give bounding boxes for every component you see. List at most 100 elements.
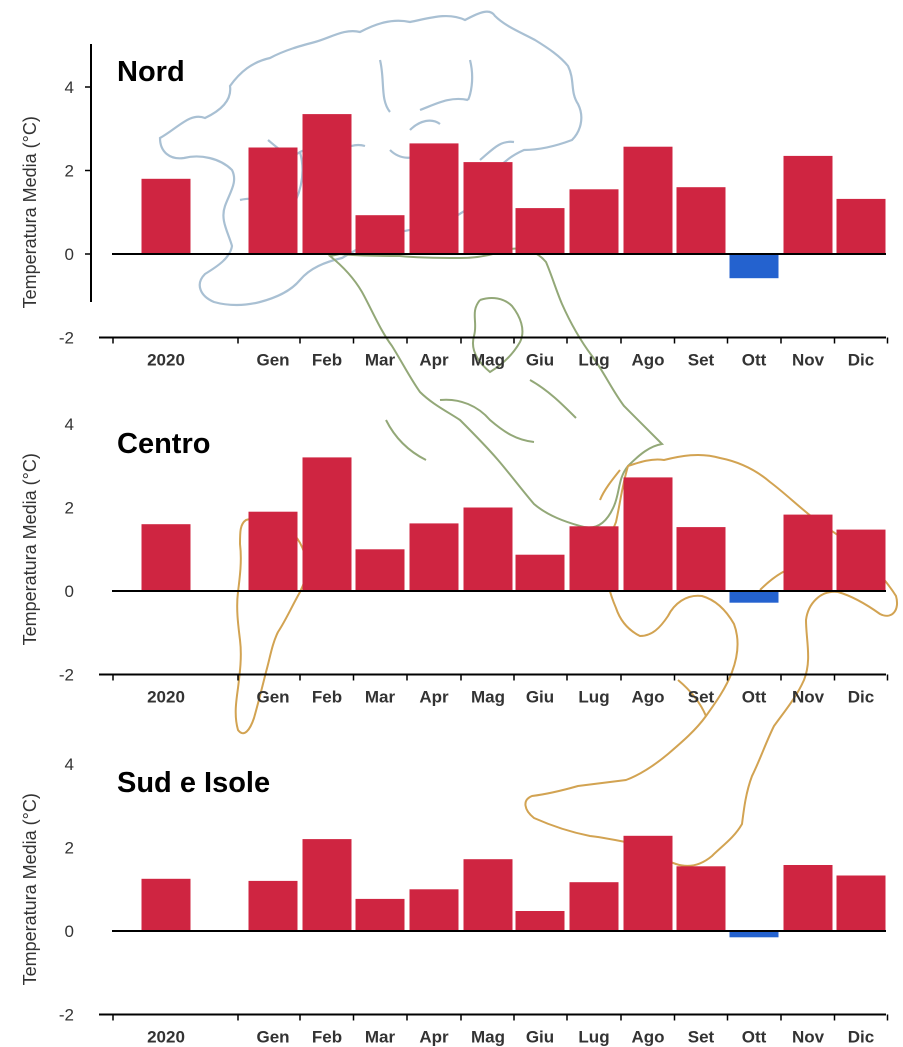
x-tick-label-apr: Apr bbox=[419, 1028, 449, 1047]
y-tick-label: -2 bbox=[59, 666, 74, 685]
y-tick-label: 0 bbox=[65, 245, 74, 264]
x-tick-label-lug: Lug bbox=[578, 1028, 609, 1047]
x-tick-label-mar: Mar bbox=[365, 688, 396, 707]
bar-mar bbox=[355, 215, 405, 254]
y-axis-label: Temperatura Media (°C) bbox=[20, 453, 40, 645]
bar-dic bbox=[836, 198, 886, 254]
map-nord-outline bbox=[158, 10, 583, 307]
chart-title: Centro bbox=[117, 428, 210, 460]
bar-gen bbox=[248, 147, 298, 254]
bar-nov bbox=[783, 865, 833, 931]
bar-nov bbox=[783, 155, 833, 254]
y-tick-label: 2 bbox=[65, 499, 74, 518]
bar-ott bbox=[729, 591, 779, 603]
y-tick-label: 2 bbox=[65, 162, 74, 181]
bar-ago bbox=[623, 146, 673, 254]
x-tick-label-giu: Giu bbox=[526, 1028, 554, 1047]
bar-2020 bbox=[141, 524, 191, 591]
x-tick-label-feb: Feb bbox=[312, 1028, 342, 1047]
y-axis-label: Temperatura Media (°C) bbox=[20, 793, 40, 985]
map-centro-outline bbox=[327, 247, 665, 529]
y-tick-label: 0 bbox=[65, 922, 74, 941]
italy-map-background bbox=[158, 10, 898, 867]
bar-2020 bbox=[141, 878, 191, 931]
x-tick-label-set: Set bbox=[688, 688, 715, 707]
bar-set bbox=[676, 527, 726, 591]
bar-2020 bbox=[141, 178, 191, 254]
bar-dic bbox=[836, 529, 886, 591]
x-tick-label-mag: Mag bbox=[471, 351, 505, 370]
x-tick-label-apr: Apr bbox=[419, 688, 449, 707]
x-tick-label-mag: Mag bbox=[471, 1028, 505, 1047]
x-tick-label-dic: Dic bbox=[848, 688, 874, 707]
bar-feb bbox=[302, 457, 352, 591]
chart-panel: 2020 Gen Feb Mar Apr Mag Giu Lug Ago Set Ott Nov Dic… bbox=[20, 755, 889, 1047]
x-tick-label-nov: Nov bbox=[792, 688, 825, 707]
bar-ago bbox=[623, 835, 673, 931]
x-tick-label-mar: Mar bbox=[365, 351, 396, 370]
x-tick-label-2020: 2020 bbox=[147, 688, 185, 707]
bar-lug bbox=[569, 882, 619, 931]
chart-panel: 2020 Gen Feb Mar Apr Mag Giu Lug Ago Set Ott Nov Dic… bbox=[20, 415, 889, 707]
map-centro-inner bbox=[385, 297, 577, 461]
bar-giu bbox=[515, 208, 565, 254]
bar-set bbox=[676, 187, 726, 254]
x-tick-label-2020: 2020 bbox=[147, 1028, 185, 1047]
bar-mag bbox=[463, 859, 513, 931]
bar-nov bbox=[783, 514, 833, 591]
x-tick-label-feb: Feb bbox=[312, 688, 342, 707]
y-tick-label: -2 bbox=[59, 1006, 74, 1025]
bar-gen bbox=[248, 880, 298, 931]
y-tick-label: 2 bbox=[65, 839, 74, 858]
bar-lug bbox=[569, 526, 619, 591]
x-tick-label-set: Set bbox=[688, 1028, 715, 1047]
x-tick-label-apr: Apr bbox=[419, 351, 449, 370]
chart-panel: 2020 Gen Feb Mar Apr Mag Giu Lug Ago Set Ott Nov Dic… bbox=[20, 44, 889, 370]
x-tick-label-dic: Dic bbox=[848, 1028, 874, 1047]
x-tick-label-nov: Nov bbox=[792, 1028, 825, 1047]
chart-title: Nord bbox=[117, 56, 185, 88]
x-tick-label-ott: Ott bbox=[742, 688, 767, 707]
y-tick-label: 4 bbox=[65, 755, 74, 774]
bar-apr bbox=[409, 143, 459, 254]
bar-set bbox=[676, 866, 726, 931]
bar-mag bbox=[463, 162, 513, 254]
x-tick-label-ott: Ott bbox=[742, 351, 767, 370]
bar-ott bbox=[729, 931, 779, 938]
charts-layer: 2020 Gen Feb Mar Apr Mag Giu Lug Ago Set Ott Nov Dic… bbox=[20, 44, 889, 1047]
x-tick-label-giu: Giu bbox=[526, 688, 554, 707]
map-sud-outline bbox=[524, 453, 898, 867]
bar-lug bbox=[569, 189, 619, 254]
x-tick-label-gen: Gen bbox=[256, 1028, 289, 1047]
x-tick-label-ago: Ago bbox=[631, 1028, 664, 1047]
x-tick-label-mar: Mar bbox=[365, 1028, 396, 1047]
bar-mar bbox=[355, 898, 405, 931]
x-tick-label-lug: Lug bbox=[578, 351, 609, 370]
bar-mag bbox=[463, 507, 513, 591]
chart-title: Sud e Isole bbox=[117, 767, 270, 799]
bar-ott bbox=[729, 254, 779, 279]
x-tick-label-feb: Feb bbox=[312, 351, 342, 370]
bar-dic bbox=[836, 875, 886, 931]
x-tick-label-gen: Gen bbox=[256, 351, 289, 370]
bar-feb bbox=[302, 114, 352, 254]
x-tick-label-mag: Mag bbox=[471, 688, 505, 707]
bar-gen bbox=[248, 511, 298, 591]
y-tick-label: -2 bbox=[59, 329, 74, 348]
x-tick-label-lug: Lug bbox=[578, 688, 609, 707]
bar-giu bbox=[515, 911, 565, 931]
y-tick-label: 0 bbox=[65, 582, 74, 601]
bar-giu bbox=[515, 554, 565, 591]
bar-feb bbox=[302, 839, 352, 931]
x-tick-label-set: Set bbox=[688, 351, 715, 370]
bar-ago bbox=[623, 477, 673, 591]
bar-apr bbox=[409, 889, 459, 932]
x-tick-label-dic: Dic bbox=[848, 351, 874, 370]
bar-mar bbox=[355, 549, 405, 592]
y-tick-label: 4 bbox=[65, 415, 74, 434]
x-tick-label-ott: Ott bbox=[742, 1028, 767, 1047]
x-tick-label-ago: Ago bbox=[631, 688, 664, 707]
y-tick-label: 4 bbox=[65, 78, 74, 97]
bar-apr bbox=[409, 523, 459, 591]
